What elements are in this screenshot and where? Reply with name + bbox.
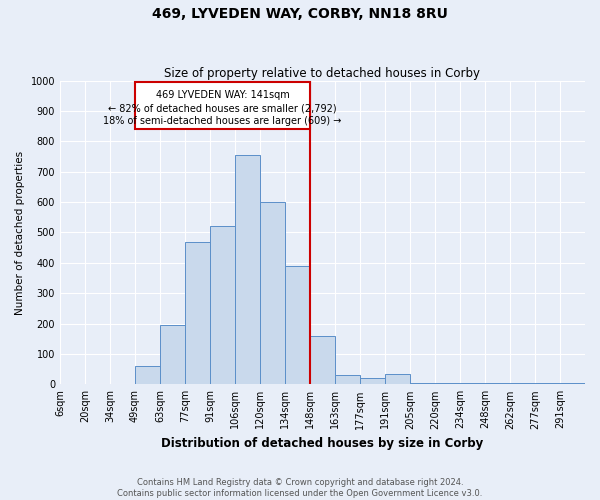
Bar <box>435 383 460 384</box>
Bar <box>410 383 435 384</box>
Bar <box>510 383 535 384</box>
FancyBboxPatch shape <box>135 82 310 129</box>
Bar <box>360 378 385 384</box>
Text: 469, LYVEDEN WAY, CORBY, NN18 8RU: 469, LYVEDEN WAY, CORBY, NN18 8RU <box>152 8 448 22</box>
Bar <box>560 383 585 384</box>
Bar <box>460 383 485 384</box>
Bar <box>485 383 510 384</box>
Text: 18% of semi-detached houses are larger (609) →: 18% of semi-detached houses are larger (… <box>103 116 341 126</box>
Text: 469 LYVEDEN WAY: 141sqm: 469 LYVEDEN WAY: 141sqm <box>155 90 289 101</box>
Bar <box>135 366 160 384</box>
Bar <box>385 374 410 384</box>
Text: Contains HM Land Registry data © Crown copyright and database right 2024.
Contai: Contains HM Land Registry data © Crown c… <box>118 478 482 498</box>
Y-axis label: Number of detached properties: Number of detached properties <box>15 150 25 314</box>
Bar <box>535 383 560 384</box>
X-axis label: Distribution of detached houses by size in Corby: Distribution of detached houses by size … <box>161 437 484 450</box>
Bar <box>335 375 360 384</box>
Text: ← 82% of detached houses are smaller (2,792): ← 82% of detached houses are smaller (2,… <box>108 103 337 113</box>
Bar <box>235 155 260 384</box>
Title: Size of property relative to detached houses in Corby: Size of property relative to detached ho… <box>164 66 481 80</box>
Bar <box>160 325 185 384</box>
Bar <box>310 336 335 384</box>
Bar <box>260 202 285 384</box>
Bar <box>185 242 210 384</box>
Bar <box>210 226 235 384</box>
Bar <box>285 266 310 384</box>
